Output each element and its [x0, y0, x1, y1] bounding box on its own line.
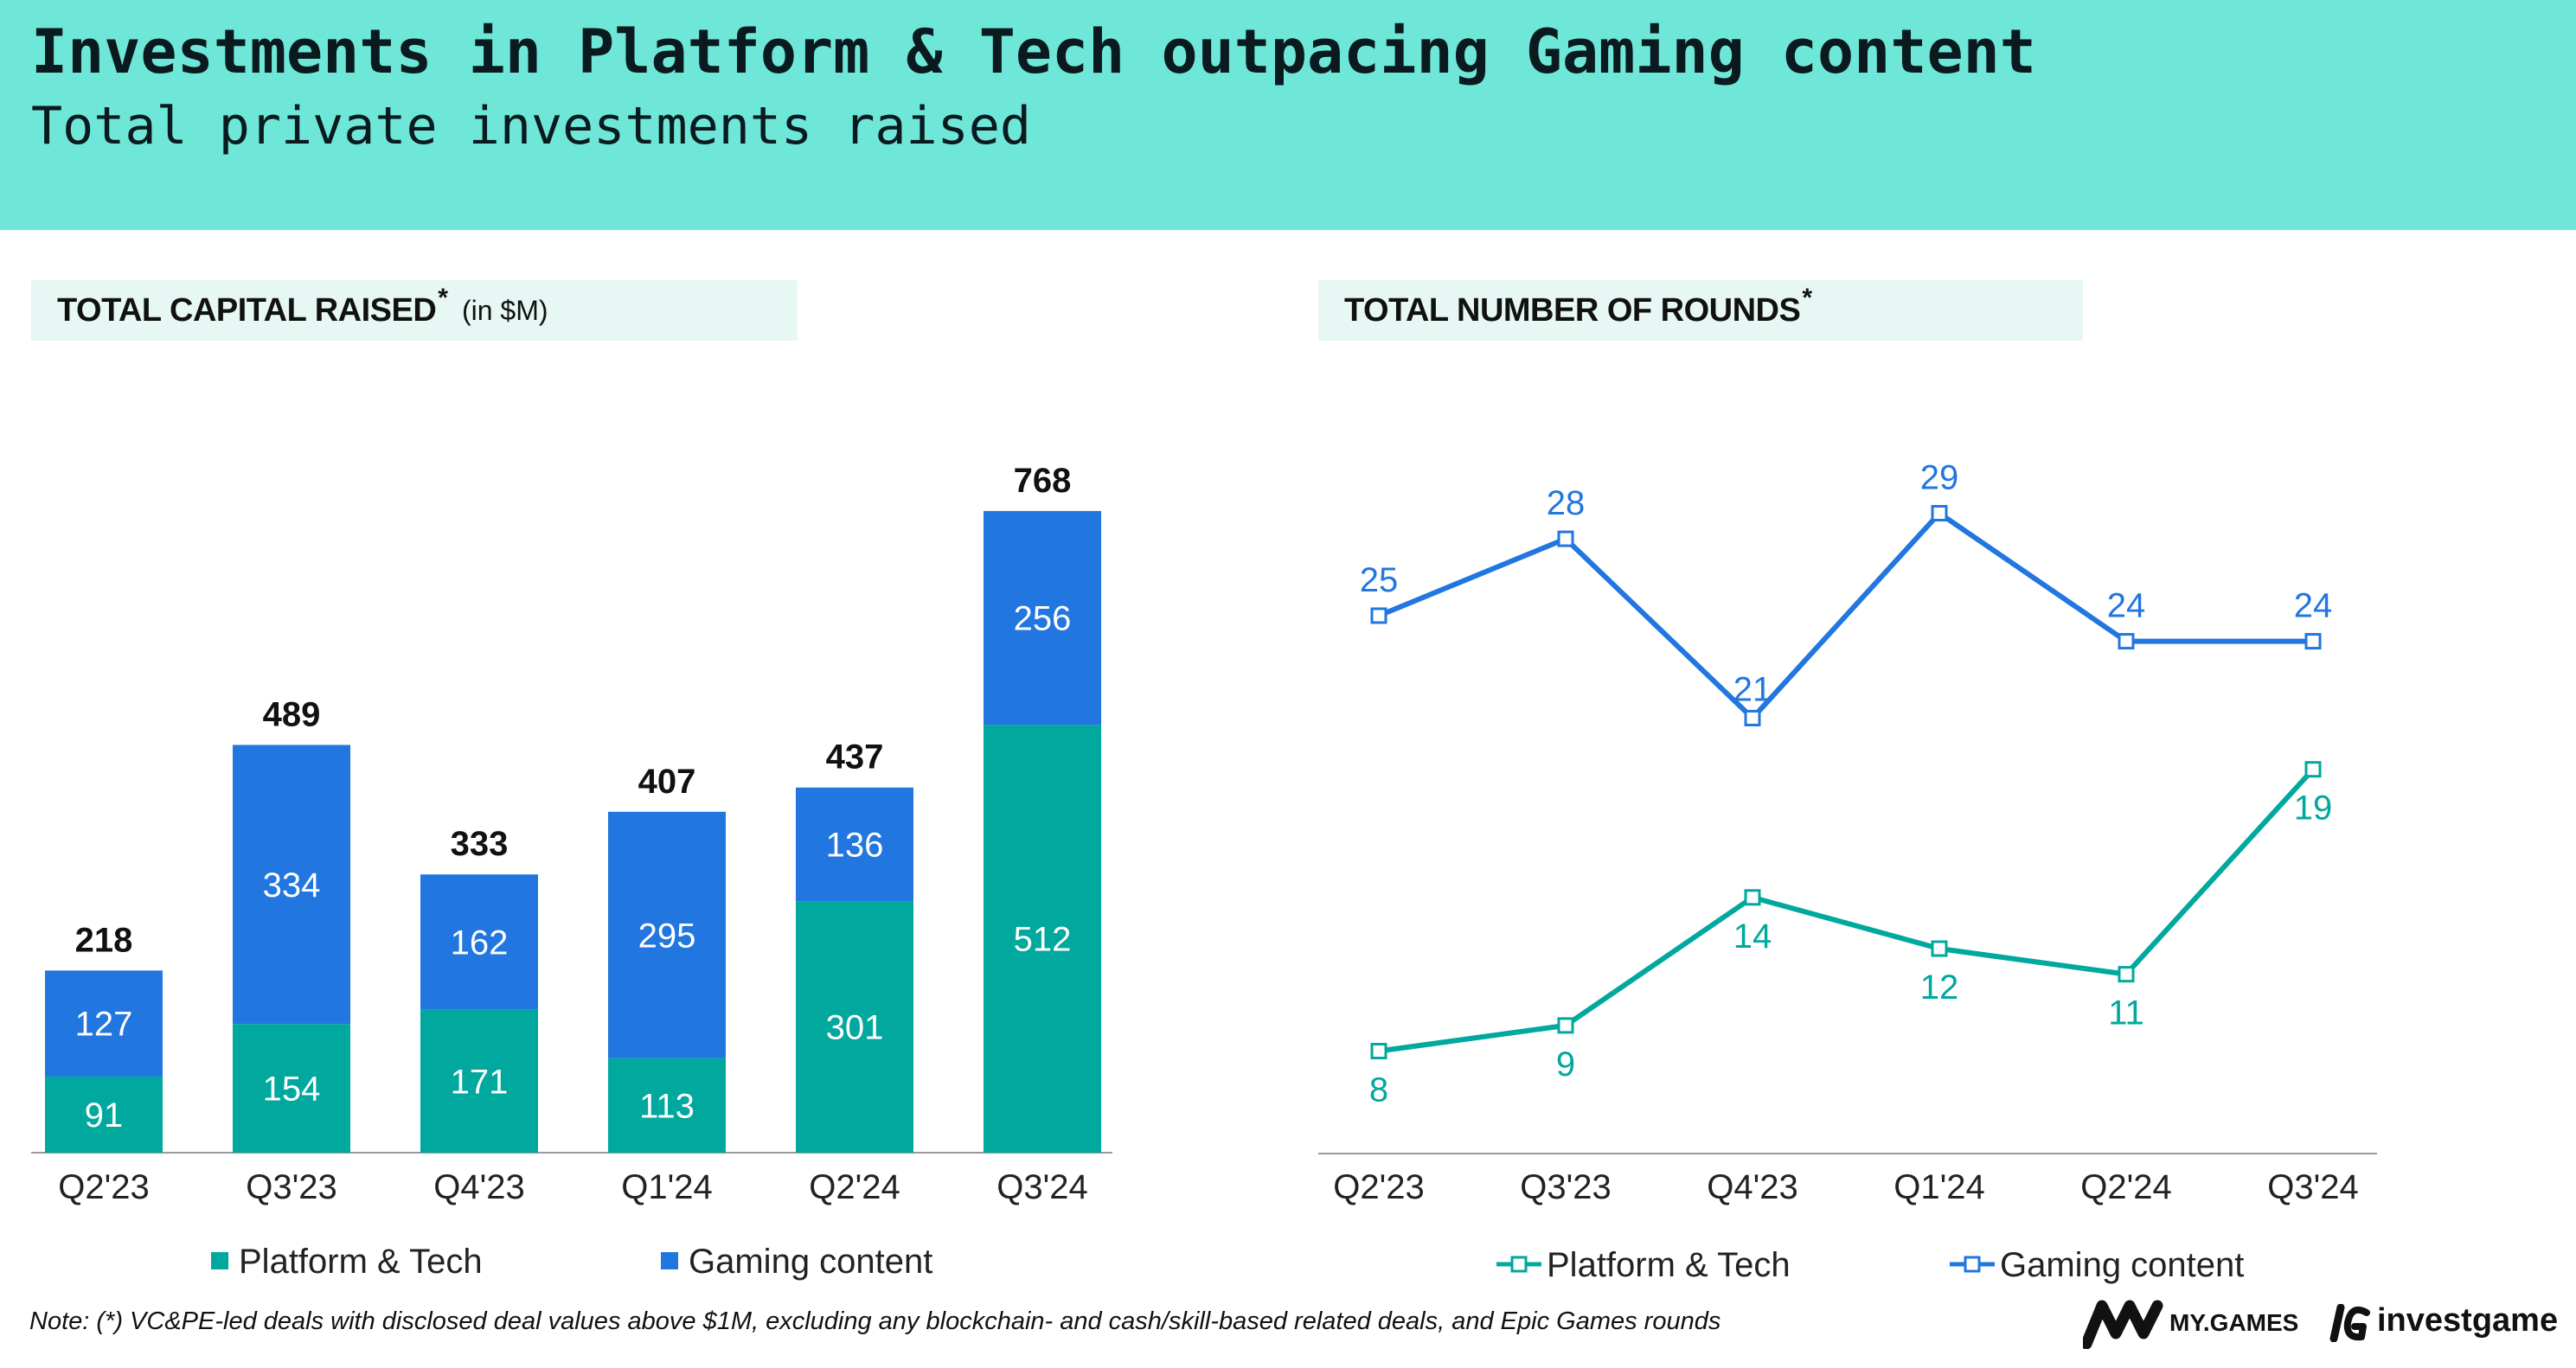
footnote: Note: (*) VC&PE-led deals with disclosed… — [29, 1307, 1721, 1335]
bar-label-gaming-0: 127 — [75, 1006, 133, 1044]
bar-platform-5 — [984, 725, 1101, 1153]
investgame-logo — [2329, 1304, 2370, 1342]
bar-platform-3 — [608, 1058, 726, 1153]
point-gaming-0 — [1370, 607, 1387, 624]
point-label-platform-2: 14 — [1733, 917, 1772, 956]
series-line-gaming — [1377, 510, 2313, 721]
bar-gaming-5 — [984, 510, 1101, 726]
bar-x-tick-3: Q1'24 — [621, 1168, 713, 1206]
point-gaming-4 — [2118, 633, 2135, 650]
bar-total-3: 407 — [638, 763, 696, 801]
point-platform-5 — [2304, 761, 2322, 778]
bar-gaming-2 — [420, 874, 538, 1010]
bar-platform-2 — [420, 1009, 538, 1153]
bar-label-platform-3: 113 — [639, 1087, 695, 1125]
point-label-platform-5: 19 — [2294, 789, 2333, 828]
point-gaming-2 — [1744, 709, 1761, 726]
point-label-gaming-4: 24 — [2107, 587, 2146, 625]
bar-label-platform-2: 171 — [451, 1063, 509, 1101]
legend-platform-swatch — [211, 1252, 228, 1269]
header-banner: Investments in Platform & Tech outpacing… — [0, 0, 2576, 230]
bar-total-5: 768 — [1014, 462, 1072, 500]
point-label-gaming-0: 25 — [1360, 561, 1399, 599]
bar-gaming-4 — [796, 787, 913, 902]
bar-total-1: 489 — [263, 695, 321, 733]
legend-marker-gaming — [1964, 1256, 1981, 1273]
rounds-line-chart: Q2'23 Q3'23 Q4'23 Q1'24 Q2'24 Q3'24 8 9 14 12 11 19… — [1318, 458, 2377, 1284]
point-gaming-3 — [1931, 504, 1948, 521]
legend-gaming-swatch — [661, 1252, 678, 1269]
point-gaming-5 — [2304, 633, 2322, 650]
point-platform-1 — [1557, 1017, 1574, 1034]
legend-platform-label: Platform & Tech — [239, 1243, 483, 1281]
point-label-gaming-2: 21 — [1733, 670, 1772, 708]
bar-gaming-3 — [608, 811, 726, 1058]
bar-label-gaming-2: 162 — [451, 924, 509, 962]
bar-label-gaming-3: 295 — [638, 917, 696, 955]
point-label-gaming-5: 24 — [2294, 587, 2333, 625]
bar-platform-4 — [796, 901, 913, 1153]
point-platform-0 — [1370, 1043, 1387, 1060]
capital-bar-chart: 91 127 218 Q2'23 154 334 489 Q3'23 171 162 333 Q4'2… — [31, 462, 1112, 1281]
point-gaming-1 — [1557, 530, 1574, 547]
bar-x-tick-5: Q3'24 — [996, 1168, 1088, 1206]
rounds-panel-title: TOTAL NUMBER OF ROUNDS — [1344, 291, 1801, 329]
mygames-logo — [2083, 1300, 2163, 1349]
bar-total-0: 218 — [75, 921, 133, 959]
point-platform-3 — [1931, 940, 1948, 957]
investgame-logo-text: investgame — [2377, 1302, 2559, 1339]
line-x-tick-0: Q2'23 — [1333, 1168, 1425, 1206]
point-platform-4 — [2118, 966, 2135, 983]
bar-gaming-1 — [233, 745, 350, 1025]
point-label-platform-1: 9 — [1556, 1045, 1575, 1084]
bar-x-tick-4: Q2'24 — [809, 1168, 900, 1206]
bar-total-2: 333 — [451, 825, 509, 863]
bar-label-platform-4: 301 — [826, 1009, 884, 1047]
legend-label-platform: Platform & Tech — [1547, 1246, 1791, 1284]
point-label-platform-3: 12 — [1920, 968, 1959, 1007]
line-x-tick-3: Q1'24 — [1894, 1168, 1985, 1206]
point-platform-2 — [1744, 889, 1761, 906]
series-line-platform — [1378, 767, 2316, 1054]
bar-label-platform-1: 154 — [263, 1071, 321, 1109]
capital-panel-title: TOTAL CAPITAL RAISED — [57, 291, 437, 329]
rounds-panel-label: TOTAL NUMBER OF ROUNDS * — [1318, 280, 2083, 341]
bar-label-gaming-1: 334 — [263, 866, 321, 905]
bar-label-gaming-5: 256 — [1014, 600, 1072, 638]
line-x-tick-4: Q2'24 — [2080, 1168, 2172, 1206]
bar-x-tick-2: Q4'23 — [433, 1168, 525, 1206]
point-label-platform-4: 11 — [2108, 994, 2144, 1032]
bar-platform-0 — [45, 1077, 163, 1153]
bar-label-gaming-4: 136 — [826, 826, 884, 864]
capital-panel-unit: (in $M) — [461, 294, 548, 326]
page-subtitle: Total private investments raised — [31, 96, 1031, 157]
capital-panel-asterisk: * — [438, 284, 448, 312]
legend-label-gaming: Gaming content — [2000, 1246, 2244, 1284]
bar-total-4: 437 — [826, 738, 884, 777]
page-title: Investments in Platform & Tech outpacing… — [31, 16, 2036, 87]
bar-x-tick-1: Q3'23 — [246, 1168, 337, 1206]
bar-label-platform-0: 91 — [85, 1096, 124, 1135]
rounds-panel-asterisk: * — [1802, 284, 1813, 312]
logo-strip: MY.GAMES investgame — [2083, 1294, 2567, 1354]
line-x-tick-2: Q4'23 — [1707, 1168, 1798, 1206]
bar-x-tick-0: Q2'23 — [58, 1168, 150, 1206]
bar-platform-1 — [233, 1024, 350, 1153]
legend-gaming-label: Gaming content — [689, 1243, 932, 1281]
point-label-gaming-3: 29 — [1920, 458, 1959, 496]
point-label-gaming-1: 28 — [1547, 484, 1586, 522]
point-label-platform-0: 8 — [1369, 1071, 1388, 1109]
capital-panel-label: TOTAL CAPITAL RAISED * (in $M) — [31, 280, 798, 341]
legend-marker-platform — [1510, 1256, 1528, 1273]
line-x-tick-1: Q3'23 — [1520, 1168, 1612, 1206]
mygames-logo-text: MY.GAMES — [2169, 1309, 2299, 1336]
bar-gaming-0 — [45, 970, 163, 1077]
line-x-tick-5: Q3'24 — [2267, 1168, 2359, 1206]
bar-label-platform-5: 512 — [1014, 921, 1072, 959]
